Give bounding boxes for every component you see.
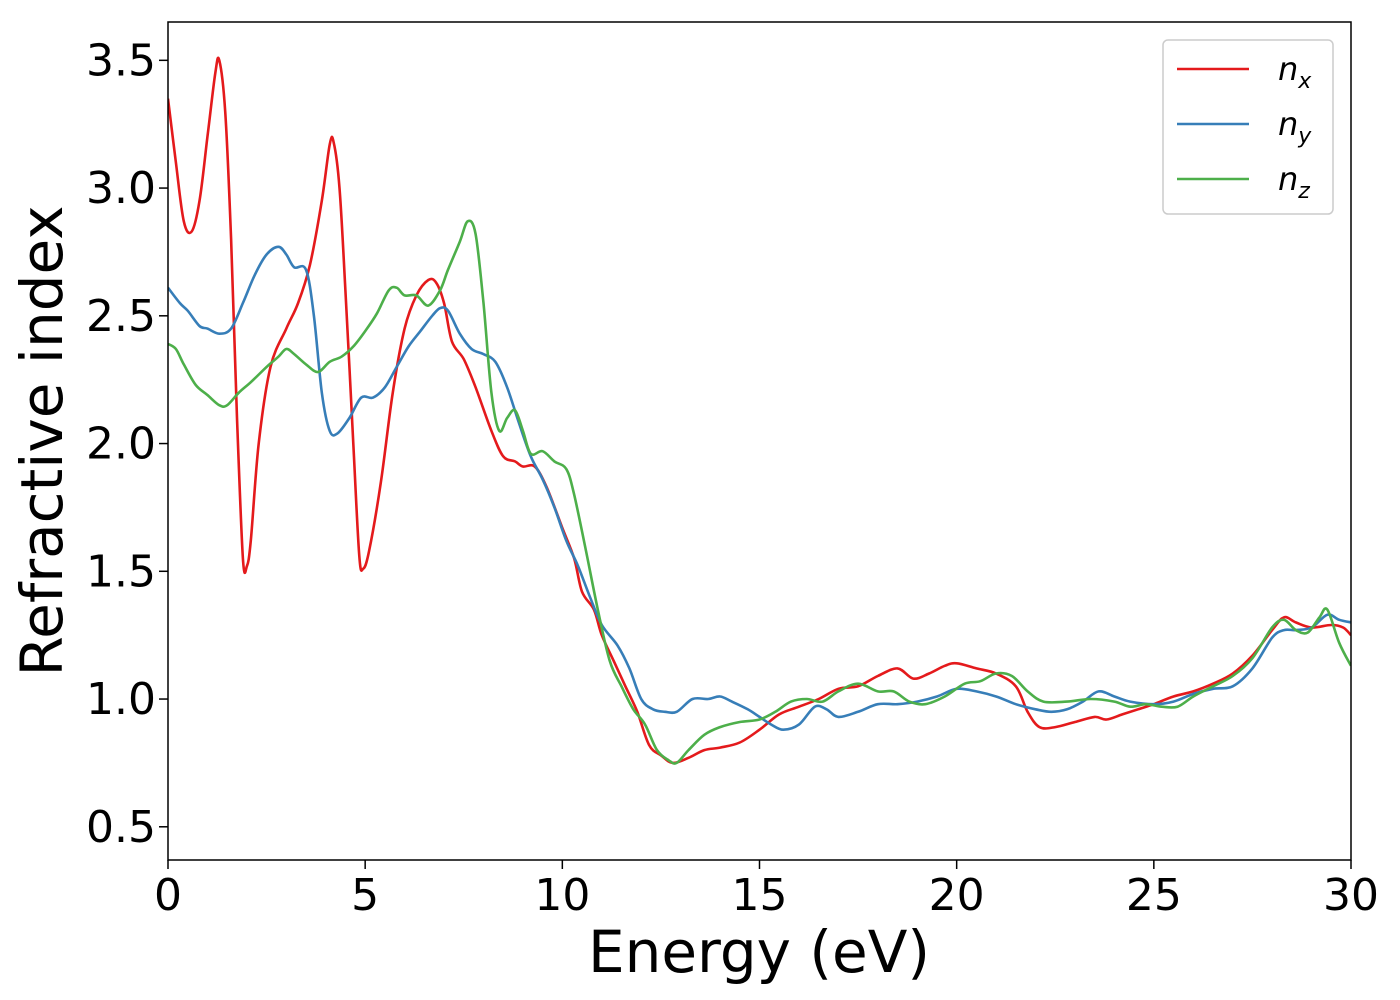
y-tick-label: 1.5 [86, 546, 156, 597]
x-tick-label: 20 [929, 870, 985, 921]
y-axis-label: Refractive index [8, 205, 76, 676]
y-tick-label: 1.0 [86, 674, 156, 725]
x-tick-label: 30 [1323, 870, 1379, 921]
series-line-z [168, 219, 1351, 765]
x-tick-label: 25 [1126, 870, 1182, 921]
y-axis: 0.5 1.0 1.5 2.0 2.5 3.0 3.5 [86, 35, 168, 853]
y-tick-label: 3.0 [86, 163, 156, 214]
legend-label-z: nz [1278, 160, 1310, 204]
y-tick-label: 2.0 [86, 419, 156, 470]
y-tick-label: 0.5 [86, 802, 156, 853]
series-layer [168, 56, 1351, 765]
legend-label-x: nx [1278, 50, 1312, 94]
x-tick-label: 15 [732, 870, 788, 921]
y-tick-label: 2.5 [86, 291, 156, 342]
legend: nx ny nz [1162, 39, 1334, 215]
series-line-y [168, 245, 1351, 731]
legend-frame [1162, 39, 1334, 215]
x-tick-label: 10 [534, 870, 590, 921]
y-tick-label: 3.5 [86, 35, 156, 86]
x-axis: 0 5 10 15 20 25 30 [154, 860, 1379, 921]
x-tick-label: 0 [154, 870, 182, 921]
legend-label-y: ny [1278, 105, 1312, 149]
x-tick-label: 5 [351, 870, 379, 921]
x-axis-label: Energy (eV) [588, 918, 930, 986]
